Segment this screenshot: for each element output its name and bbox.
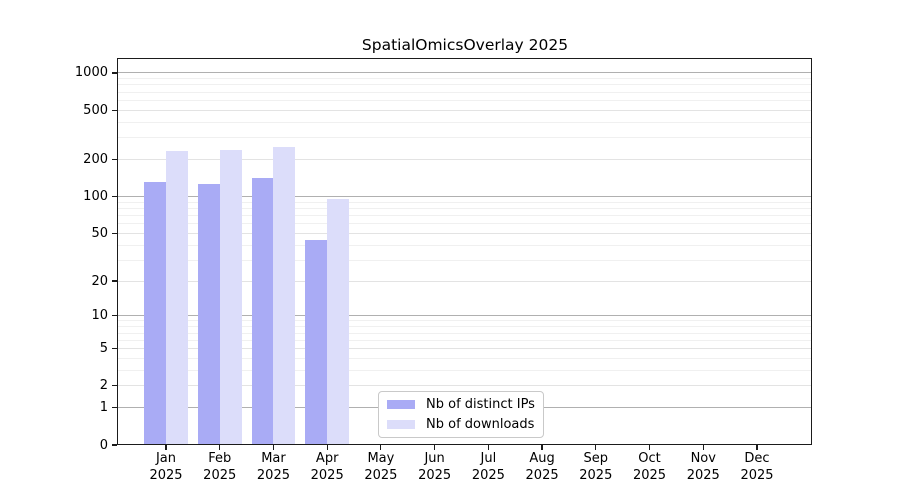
y-gridline (118, 357, 811, 359)
legend-item-downloads: Nb of downloads (387, 416, 535, 433)
y-tick-mark (112, 444, 117, 446)
y-tick-label: 50 (91, 225, 108, 241)
x-tick-label: Aug 2025 (525, 451, 559, 483)
y-tick-label: 20 (91, 273, 108, 289)
y-gridline (118, 121, 811, 123)
bar-distinct-ips (305, 239, 328, 445)
x-tick-label: Oct 2025 (632, 451, 667, 483)
y-tick-mark (112, 195, 117, 198)
legend: Nb of distinct IPs Nb of downloads (378, 391, 544, 438)
bar-distinct-ips (197, 183, 220, 445)
x-tick-mark (219, 445, 221, 450)
x-tick-label: Dec 2025 (740, 451, 774, 483)
y-gridline (118, 348, 811, 349)
y-gridline (118, 223, 811, 225)
y-gridline (118, 320, 811, 322)
x-tick-mark (648, 445, 651, 450)
x-tick-label: Jan 2025 (149, 451, 183, 483)
y-gridline (118, 207, 811, 209)
y-tick-mark (112, 385, 117, 387)
x-tick-mark (326, 445, 328, 450)
x-tick-label: May 2025 (364, 451, 398, 483)
x-tick-mark (756, 445, 758, 450)
y-tick-mark (112, 407, 117, 409)
y-gridline (118, 78, 811, 80)
y-gridline (118, 280, 811, 282)
y-tick-mark (112, 158, 117, 160)
y-gridline (118, 195, 811, 197)
x-tick-label: Feb 2025 (203, 451, 237, 483)
y-gridline (118, 326, 811, 328)
x-tick-label: Apr 2025 (310, 451, 344, 483)
y-gridline (118, 244, 811, 246)
bar-downloads (327, 199, 349, 445)
y-tick-label: 5 (99, 341, 108, 356)
x-tick-mark (487, 445, 489, 450)
bar-downloads (166, 150, 188, 445)
legend-label: Nb of distinct IPs (426, 397, 535, 412)
y-tick-mark (112, 72, 117, 74)
legend-item-distinct-ips: Nb of distinct IPs (387, 396, 535, 413)
y-tick-label: 100 (83, 188, 108, 204)
x-tick-label: Jun 2025 (418, 451, 452, 483)
y-gridline (118, 259, 811, 261)
y-tick-label: 1 (99, 400, 108, 416)
y-tick-mark (112, 232, 117, 234)
x-tick-mark (702, 445, 704, 450)
y-gridline (118, 109, 811, 111)
bar-distinct-ips (251, 178, 274, 445)
y-gridline (118, 332, 811, 334)
y-gridline (118, 339, 811, 341)
x-tick-label: Mar 2025 (256, 451, 290, 483)
x-tick-mark (165, 445, 167, 450)
y-gridline (118, 84, 811, 86)
x-tick-mark (541, 445, 543, 450)
y-tick-mark (112, 109, 117, 111)
x-tick-label: Jul 2025 (471, 451, 505, 483)
y-gridline (118, 72, 811, 74)
y-tick-label: 2 (99, 378, 108, 394)
downloads-swatch-icon (387, 419, 415, 430)
y-gridline (118, 91, 811, 93)
y-gridline (118, 158, 811, 160)
y-gridline (118, 385, 811, 387)
x-tick-mark (272, 445, 275, 450)
y-tick-label: 200 (83, 151, 108, 167)
y-gridline (118, 137, 811, 139)
x-tick-label: Nov 2025 (686, 451, 720, 483)
x-tick-label: Sep 2025 (579, 451, 613, 483)
y-tick-mark (112, 347, 117, 350)
x-tick-mark (380, 445, 382, 450)
chart-title: SpatialOmicsOverlay 2025 (361, 36, 569, 54)
bar-downloads (219, 150, 242, 445)
x-tick-mark (434, 445, 436, 450)
y-tick-label: 0 (99, 437, 108, 453)
distinct-ips-swatch-icon (387, 399, 415, 410)
y-gridline (118, 99, 811, 101)
y-tick-label: 10 (91, 308, 108, 324)
y-gridline (118, 232, 811, 234)
bar-downloads (273, 147, 296, 445)
y-tick-label: 1000 (74, 65, 108, 81)
y-gridline (118, 315, 811, 317)
y-gridline (118, 214, 811, 216)
y-gridline (118, 369, 811, 371)
y-tick-mark (112, 315, 117, 317)
y-tick-mark (112, 280, 117, 282)
y-tick-label: 500 (83, 102, 108, 118)
x-tick-mark (595, 445, 597, 450)
bar-distinct-ips (144, 182, 166, 445)
y-gridline (118, 201, 811, 203)
legend-label: Nb of downloads (426, 417, 535, 432)
